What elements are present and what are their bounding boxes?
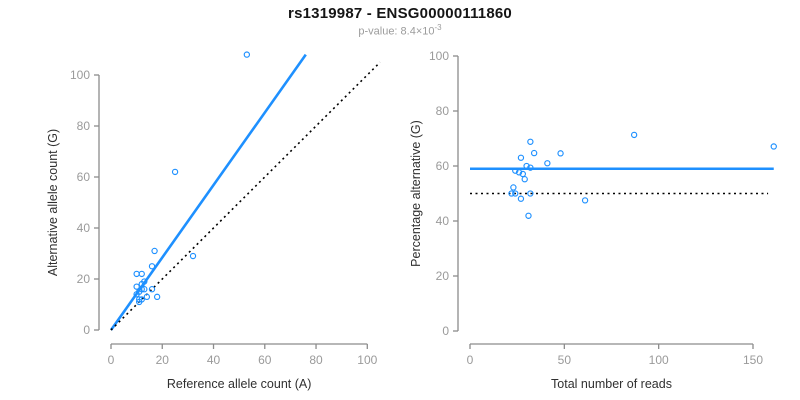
data-point bbox=[148, 263, 156, 270]
data-point bbox=[153, 293, 161, 301]
data-point bbox=[141, 278, 148, 285]
data-point bbox=[527, 138, 534, 145]
y-tick-label: 80 bbox=[436, 104, 450, 118]
data-point bbox=[525, 212, 532, 219]
x-tick-label: 100 bbox=[357, 353, 377, 367]
data-point bbox=[510, 184, 517, 191]
data-point bbox=[515, 169, 523, 176]
data-point bbox=[523, 162, 530, 170]
data-point bbox=[138, 296, 145, 303]
y-tick-label: 0 bbox=[83, 323, 90, 337]
data-point bbox=[171, 168, 179, 176]
regression-line bbox=[109, 53, 307, 331]
data-point bbox=[527, 164, 534, 171]
x-tick-label: 0 bbox=[108, 353, 115, 367]
data-point bbox=[517, 154, 525, 161]
y-tick-label: 100 bbox=[429, 49, 449, 63]
data-point bbox=[138, 270, 145, 278]
x-tick-label: 100 bbox=[649, 353, 669, 367]
data-point bbox=[508, 190, 515, 197]
y-tick-label: 40 bbox=[436, 214, 450, 228]
data-point bbox=[151, 247, 158, 255]
data-point bbox=[544, 160, 551, 167]
data-point bbox=[141, 286, 148, 293]
data-point bbox=[138, 286, 145, 293]
x-tick-label: 40 bbox=[207, 353, 221, 367]
x-tick-label: 50 bbox=[558, 353, 572, 367]
data-point bbox=[530, 149, 538, 157]
x-tick-label: 60 bbox=[258, 353, 272, 367]
data-point bbox=[148, 286, 156, 293]
y-axis-title: Alternative allele count (G) bbox=[46, 129, 60, 276]
y-tick-label: 20 bbox=[77, 272, 91, 286]
figure-subtitle: p-value: 8.4×10-3 bbox=[0, 23, 800, 38]
pvalue-exponent: -3 bbox=[434, 23, 442, 32]
data-point bbox=[519, 170, 527, 178]
data-point bbox=[521, 176, 528, 183]
figure-title: rs1319987 - ENSG00000111860 bbox=[288, 5, 512, 22]
data-point bbox=[581, 197, 589, 204]
y-tick-label: 100 bbox=[70, 68, 90, 82]
data-point bbox=[527, 190, 534, 197]
data-point bbox=[133, 270, 140, 278]
data-point bbox=[512, 190, 519, 197]
x-axis-title: Reference allele count (A) bbox=[167, 377, 312, 391]
data-point bbox=[143, 293, 151, 301]
data-point bbox=[243, 51, 251, 58]
data-point bbox=[133, 283, 140, 290]
x-axis-title: Total number of reads bbox=[551, 377, 672, 391]
data-point bbox=[770, 143, 777, 150]
y-tick-label: 20 bbox=[436, 269, 450, 283]
x-tick-label: 0 bbox=[467, 353, 474, 367]
data-point bbox=[630, 131, 638, 139]
y-axis-title: Percentage alternative (G) bbox=[409, 120, 423, 267]
data-point bbox=[136, 296, 143, 303]
y-tick-label: 80 bbox=[77, 119, 91, 133]
data-point bbox=[517, 195, 525, 202]
identity-line bbox=[110, 61, 381, 331]
data-point bbox=[557, 150, 564, 157]
y-tick-label: 60 bbox=[436, 159, 450, 173]
y-tick-label: 60 bbox=[77, 170, 91, 184]
pvalue-text: p-value: 8.4×10 bbox=[358, 25, 435, 38]
y-tick-label: 0 bbox=[442, 324, 449, 338]
x-tick-label: 80 bbox=[309, 353, 323, 367]
data-point bbox=[512, 167, 519, 174]
y-tick-label: 40 bbox=[77, 221, 91, 235]
x-tick-label: 150 bbox=[743, 353, 763, 367]
data-point bbox=[189, 252, 197, 260]
x-tick-label: 20 bbox=[156, 353, 170, 367]
